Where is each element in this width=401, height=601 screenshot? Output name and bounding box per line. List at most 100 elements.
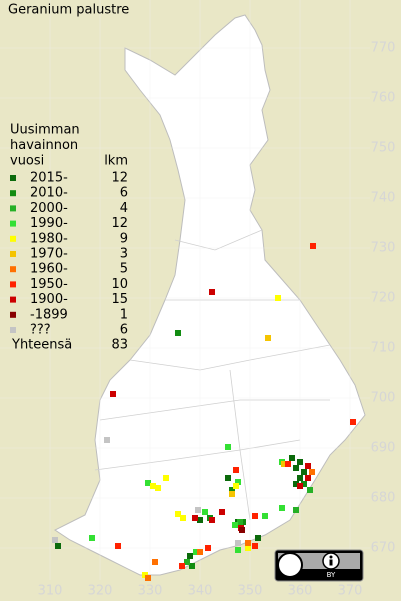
observation-square <box>301 469 307 475</box>
observation-square <box>219 509 225 515</box>
y-tick-label: 740 <box>371 191 396 206</box>
observation-square <box>145 480 151 486</box>
observation-square <box>309 469 315 475</box>
observation-square <box>197 549 203 555</box>
observation-square <box>305 463 311 469</box>
observation-square <box>237 519 243 525</box>
observation-square <box>235 540 241 546</box>
legend-swatch <box>10 220 16 227</box>
y-tick-label: 700 <box>371 391 396 406</box>
legend-label: 1970- <box>30 247 68 262</box>
observation-square <box>293 481 299 487</box>
observation-square <box>209 289 215 295</box>
license-badge: BY <box>274 549 364 582</box>
observation-square <box>301 481 307 487</box>
observation-square <box>202 509 208 515</box>
legend-count: 12 <box>111 216 128 231</box>
y-tick-label: 690 <box>371 441 396 456</box>
observation-square <box>179 563 185 569</box>
legend-count: 10 <box>111 277 128 292</box>
legend-label: -1899 <box>30 307 68 322</box>
legend-swatch <box>10 205 16 212</box>
observation-square <box>187 553 193 559</box>
observation-square <box>205 545 211 551</box>
observation-square <box>307 487 313 493</box>
x-tick-label: 320 <box>88 584 113 599</box>
observation-square <box>252 513 258 519</box>
observation-square <box>195 507 201 513</box>
observation-square <box>189 563 195 569</box>
legend-swatch <box>10 311 16 318</box>
y-tick-label: 680 <box>371 491 396 506</box>
observation-square <box>293 507 299 513</box>
observation-square <box>175 511 181 517</box>
legend-swatch <box>10 281 16 288</box>
observation-square <box>245 540 251 546</box>
observation-square <box>209 517 215 523</box>
observation-square <box>239 527 245 533</box>
legend-heading: havainnon <box>10 138 78 153</box>
observation-square <box>110 391 116 397</box>
legend-swatch <box>10 327 16 333</box>
x-tick-label: 310 <box>38 584 63 599</box>
observation-square <box>255 535 261 541</box>
observation-square <box>245 545 251 551</box>
observation-square <box>52 537 58 543</box>
observation-square <box>229 491 235 497</box>
legend-label: 2000- <box>30 201 68 216</box>
legend-swatch <box>10 190 16 197</box>
observation-square <box>350 419 356 425</box>
observation-square <box>297 483 303 489</box>
observation-square <box>180 515 186 521</box>
legend-label: 1990- <box>30 216 68 231</box>
y-tick-label: 770 <box>371 41 396 56</box>
y-tick-label: 730 <box>371 241 396 256</box>
legend-count: 6 <box>120 323 128 338</box>
observation-square <box>279 505 285 511</box>
observation-square <box>115 543 121 549</box>
x-tick-label: 330 <box>138 584 163 599</box>
legend-label: 1960- <box>30 262 68 277</box>
y-tick-label: 750 <box>371 141 396 156</box>
observation-square <box>55 543 61 549</box>
total-label: Yhteensä <box>11 338 72 353</box>
legend-count: 5 <box>120 262 128 277</box>
legend-count: 15 <box>111 292 128 307</box>
license-text: BY <box>327 571 336 579</box>
total-count: 83 <box>111 338 128 353</box>
legend-swatch <box>10 235 16 242</box>
observation-square <box>233 467 239 473</box>
observation-square <box>225 475 231 481</box>
observation-square <box>275 295 281 301</box>
y-tick-label: 710 <box>371 341 396 356</box>
legend-heading: vuosi <box>10 154 44 169</box>
y-tick-label: 720 <box>371 291 396 306</box>
observation-square <box>193 549 199 555</box>
observation-square <box>289 455 295 461</box>
legend-label: 1900- <box>30 292 68 307</box>
observation-square <box>163 475 169 481</box>
legend-heading: Uusimman <box>10 123 80 138</box>
legend-swatch <box>10 296 16 303</box>
observation-square <box>229 487 235 493</box>
observation-square <box>145 575 151 581</box>
legend-label: 1950- <box>30 277 68 292</box>
legend-count: 9 <box>120 231 128 246</box>
legend-label: 2015- <box>30 171 68 186</box>
legend-count: 12 <box>111 171 128 186</box>
title: Geranium palustre <box>8 3 129 18</box>
observation-square <box>281 461 287 467</box>
observation-square <box>175 330 181 336</box>
legend-label: 2010- <box>30 186 68 201</box>
observation-square <box>235 547 241 553</box>
observation-square <box>285 461 291 467</box>
observation-square <box>232 522 238 528</box>
observation-square <box>155 485 161 491</box>
observation-square <box>297 459 303 465</box>
observation-square <box>233 483 239 489</box>
observation-square <box>89 535 95 541</box>
y-tick-label: 670 <box>371 541 396 556</box>
x-tick-label: 340 <box>188 584 213 599</box>
observation-square <box>192 515 198 521</box>
